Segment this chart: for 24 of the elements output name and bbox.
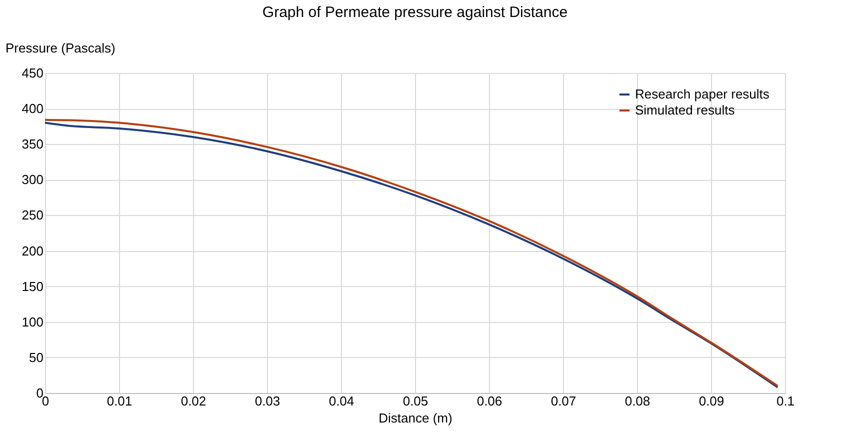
- chart-title: Graph of Permeate pressure against Distance: [262, 4, 568, 21]
- y-tick-label: 200: [22, 243, 44, 258]
- x-tick-label: 0.1: [776, 394, 795, 408]
- y-tick-label: 450: [22, 66, 44, 80]
- x-tick-label: 0.01: [106, 394, 132, 408]
- y-tick-label: 300: [22, 172, 44, 188]
- x-tick-label: 0.04: [328, 394, 354, 408]
- x-axis-title: Distance (m): [378, 410, 452, 426]
- y-tick-label: 100: [22, 314, 44, 330]
- x-tick-label: 0.09: [698, 394, 724, 408]
- x-tick-label: 0.08: [624, 394, 650, 408]
- x-tick-label: 0.02: [180, 394, 206, 408]
- y-tick-label: 250: [22, 208, 44, 223]
- legend-label: Simulated results: [635, 102, 736, 118]
- x-tick-label: 0.07: [550, 394, 576, 408]
- y-tick-label: 150: [22, 278, 44, 294]
- legend-label: Research paper results: [635, 86, 770, 102]
- x-tick-label: 0.05: [402, 394, 428, 408]
- y-tick-label: 400: [22, 101, 44, 116]
- y-axis-title: Pressure (Pascals): [6, 40, 116, 56]
- x-tick-label: 0.03: [254, 394, 280, 408]
- x-tick-label: 0.06: [476, 394, 502, 408]
- y-tick-label: 350: [22, 136, 44, 152]
- y-tick-label: 50: [29, 350, 44, 365]
